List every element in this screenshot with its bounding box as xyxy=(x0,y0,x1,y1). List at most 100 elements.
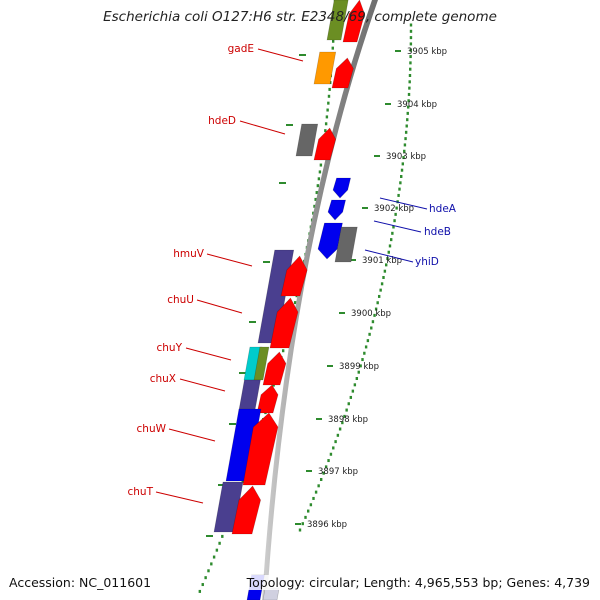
outer-tick-dot xyxy=(391,231,394,235)
topology-text: Topology: circular; Length: 4,965,553 bp… xyxy=(246,575,590,590)
outer-tick-dot xyxy=(322,471,325,475)
outer-tick-dot xyxy=(383,269,387,273)
outer-tick-dot xyxy=(371,320,375,324)
reverse-block xyxy=(334,226,358,263)
outer-tick-dot xyxy=(402,156,405,160)
outer-tick-dot xyxy=(409,61,412,65)
outer-tick-dot xyxy=(389,238,393,242)
gene-leader-line xyxy=(206,253,253,267)
gadE-block xyxy=(313,51,337,85)
outer-tick-dot xyxy=(359,364,362,368)
outer-tick-dot xyxy=(407,99,410,103)
outer-tick-dot xyxy=(304,515,307,519)
outer-tick-dot xyxy=(407,92,411,96)
gene-label-gadE[interactable]: gadE xyxy=(228,43,254,55)
inner-tick-dot xyxy=(218,541,221,545)
outer-tick-dot xyxy=(403,149,406,153)
outer-tick-dot xyxy=(374,307,378,311)
outer-tick-dot xyxy=(327,459,330,463)
gene-leader-line xyxy=(196,299,243,314)
outer-tick-dot xyxy=(376,301,379,305)
outer-tick-dot xyxy=(334,440,337,444)
scale-label: 3903 kbp xyxy=(386,152,426,162)
inner-tick-dot xyxy=(198,589,202,593)
outer-tick-dot xyxy=(336,433,340,437)
outer-tick-dot xyxy=(357,370,360,374)
gene-label-chuW[interactable]: chuW xyxy=(137,423,167,435)
outer-tick-dot xyxy=(368,332,371,336)
chuX-block xyxy=(238,379,261,411)
gene-label-chuY[interactable]: chuY xyxy=(157,342,183,354)
outer-tick-dot xyxy=(386,257,389,261)
gene-label-chuU[interactable]: chuU xyxy=(167,294,194,306)
inner-tick-dot xyxy=(318,170,322,174)
outer-tick-dot xyxy=(382,276,385,279)
scale-label: 3897 kbp xyxy=(318,467,358,477)
outer-tick-dot xyxy=(400,168,404,172)
inner-tick-dot xyxy=(331,46,334,50)
outer-tick-dot xyxy=(341,421,344,425)
gene-label-hmuV[interactable]: hmuV xyxy=(173,248,205,260)
outer-tick-dot xyxy=(406,118,409,122)
chuX-arrow xyxy=(256,384,279,414)
outer-tick-dot xyxy=(401,162,405,166)
gene-leader-line xyxy=(185,347,232,361)
outer-tick-dot xyxy=(312,496,315,500)
accession-text: Accession: NC_011601 xyxy=(9,575,152,590)
gene-features xyxy=(213,0,365,600)
chuU-arrow xyxy=(269,297,299,349)
inner-tick-dot xyxy=(327,94,331,98)
outer-tick-dot xyxy=(361,358,364,362)
gene-leader-line xyxy=(257,48,304,62)
outer-tick-dot xyxy=(332,446,335,450)
outer-tick-dot xyxy=(409,23,413,27)
scale-label: 3896 kbp xyxy=(307,520,347,530)
hdeD-arrow xyxy=(313,127,337,161)
outer-tick-dot xyxy=(397,193,400,197)
outer-tick-dot xyxy=(409,42,413,46)
scale-marks: 3905 kbp 3904 kbp 3903 kbp 3902 kbp 3901 kbp… xyxy=(206,47,447,537)
inner-tick-dot xyxy=(328,87,331,91)
outer-tick-dot xyxy=(403,143,407,147)
outer-tick-dot xyxy=(373,313,376,317)
inner-tick-dot xyxy=(210,562,213,566)
feature-block xyxy=(326,0,349,41)
gene-leader-line xyxy=(168,428,216,442)
scale-label: 3900 kbp xyxy=(351,309,391,319)
outer-tick-dot xyxy=(388,244,392,248)
map-title: Escherichia coli O127:H6 str. E2348/69, … xyxy=(103,9,497,25)
feature-arrow xyxy=(342,0,365,43)
gadE-arrow xyxy=(331,57,354,89)
gene-label-yhiD[interactable]: yhiD xyxy=(415,256,439,268)
gene-label-hdeB[interactable]: hdeB xyxy=(424,226,451,238)
outer-tick-dot xyxy=(379,288,382,292)
outer-tick-dot xyxy=(317,484,320,488)
outer-tick-dot xyxy=(385,263,388,267)
scale-label: 3904 kbp xyxy=(397,100,437,110)
inner-tick-dot xyxy=(212,555,216,559)
inner-tick-dot xyxy=(315,191,318,195)
gene-label-hdeA[interactable]: hdeA xyxy=(429,203,457,215)
scale-label: 3898 kbp xyxy=(328,415,368,425)
outer-tick-dot xyxy=(309,503,313,507)
outer-tick-dot xyxy=(387,250,390,254)
scale-label: 3902 kbp xyxy=(374,204,414,214)
outer-tick-dot xyxy=(406,111,409,115)
outer-tick-dot xyxy=(364,345,368,349)
gene-label-hdeD[interactable]: hdeD xyxy=(208,115,236,127)
scale-label: 3905 kbp xyxy=(407,47,447,57)
gene-label-chuX[interactable]: chuX xyxy=(150,373,176,385)
chuY-block-2 xyxy=(253,346,270,381)
inner-tick-dot xyxy=(327,101,330,105)
inner-tick-dot xyxy=(324,122,328,126)
outer-tick-dot xyxy=(407,105,410,109)
chuT-arrow xyxy=(231,485,261,535)
yhiD-arrow xyxy=(317,222,343,260)
outer-tick-dot xyxy=(405,124,408,128)
outer-tick-dot xyxy=(324,465,328,469)
outer-tick-dot xyxy=(314,490,318,494)
outer-tick-ring xyxy=(298,23,413,532)
gene-label-chuT[interactable]: chuT xyxy=(128,486,154,498)
